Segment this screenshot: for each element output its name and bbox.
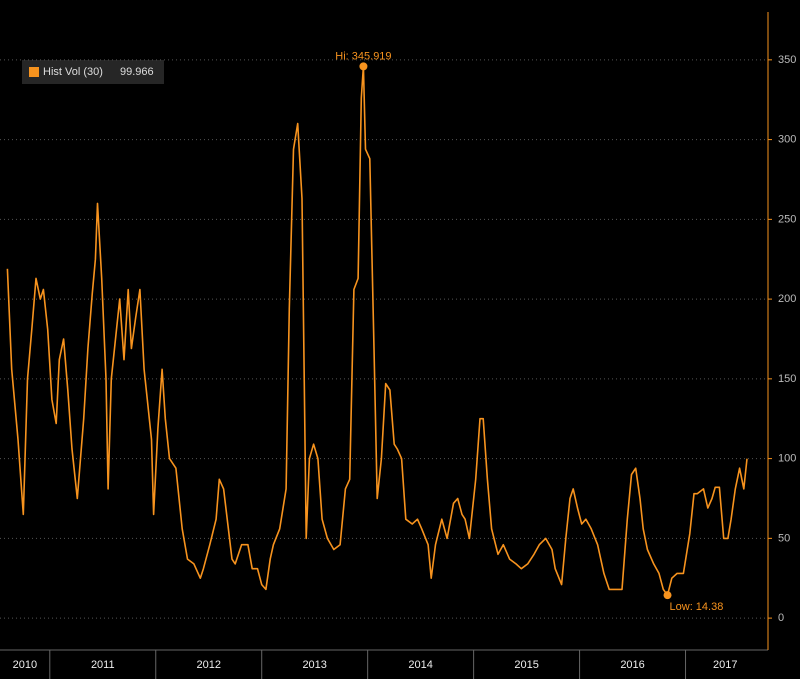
x-tick-label: 2017 bbox=[713, 659, 737, 671]
x-tick-label: 2015 bbox=[514, 659, 538, 671]
y-tick-label: 150 bbox=[778, 373, 796, 385]
x-axis-band bbox=[0, 650, 768, 679]
y-tick-label: 50 bbox=[778, 532, 790, 544]
y-tick-label: 300 bbox=[778, 134, 796, 146]
legend: Hist Vol (30) 99.966 bbox=[22, 60, 164, 84]
y-tick-label: 250 bbox=[778, 213, 796, 225]
y-tick-label: 200 bbox=[778, 293, 796, 305]
extreme-point bbox=[359, 62, 368, 71]
x-tick-label: 2014 bbox=[408, 659, 432, 671]
x-tick-label: 2012 bbox=[196, 659, 220, 671]
series-line bbox=[6, 65, 748, 596]
y-tick-label: 100 bbox=[778, 453, 796, 465]
legend-box bbox=[22, 60, 164, 84]
annotation: Hi: 345.919 bbox=[335, 50, 391, 62]
extreme-point bbox=[663, 591, 672, 600]
x-tick-label: 2016 bbox=[620, 659, 644, 671]
x-tick-label: 2011 bbox=[91, 659, 115, 671]
y-tick-label: 0 bbox=[778, 612, 784, 624]
legend-label: Hist Vol (30) bbox=[43, 66, 103, 78]
x-tick-label: 2010 bbox=[13, 659, 37, 671]
annotation: Low: 14.38 bbox=[670, 601, 724, 613]
x-tick-label: 2013 bbox=[302, 659, 326, 671]
legend-swatch bbox=[29, 67, 39, 77]
y-tick-label: 350 bbox=[778, 54, 796, 66]
legend-value: 99.966 bbox=[120, 66, 154, 78]
